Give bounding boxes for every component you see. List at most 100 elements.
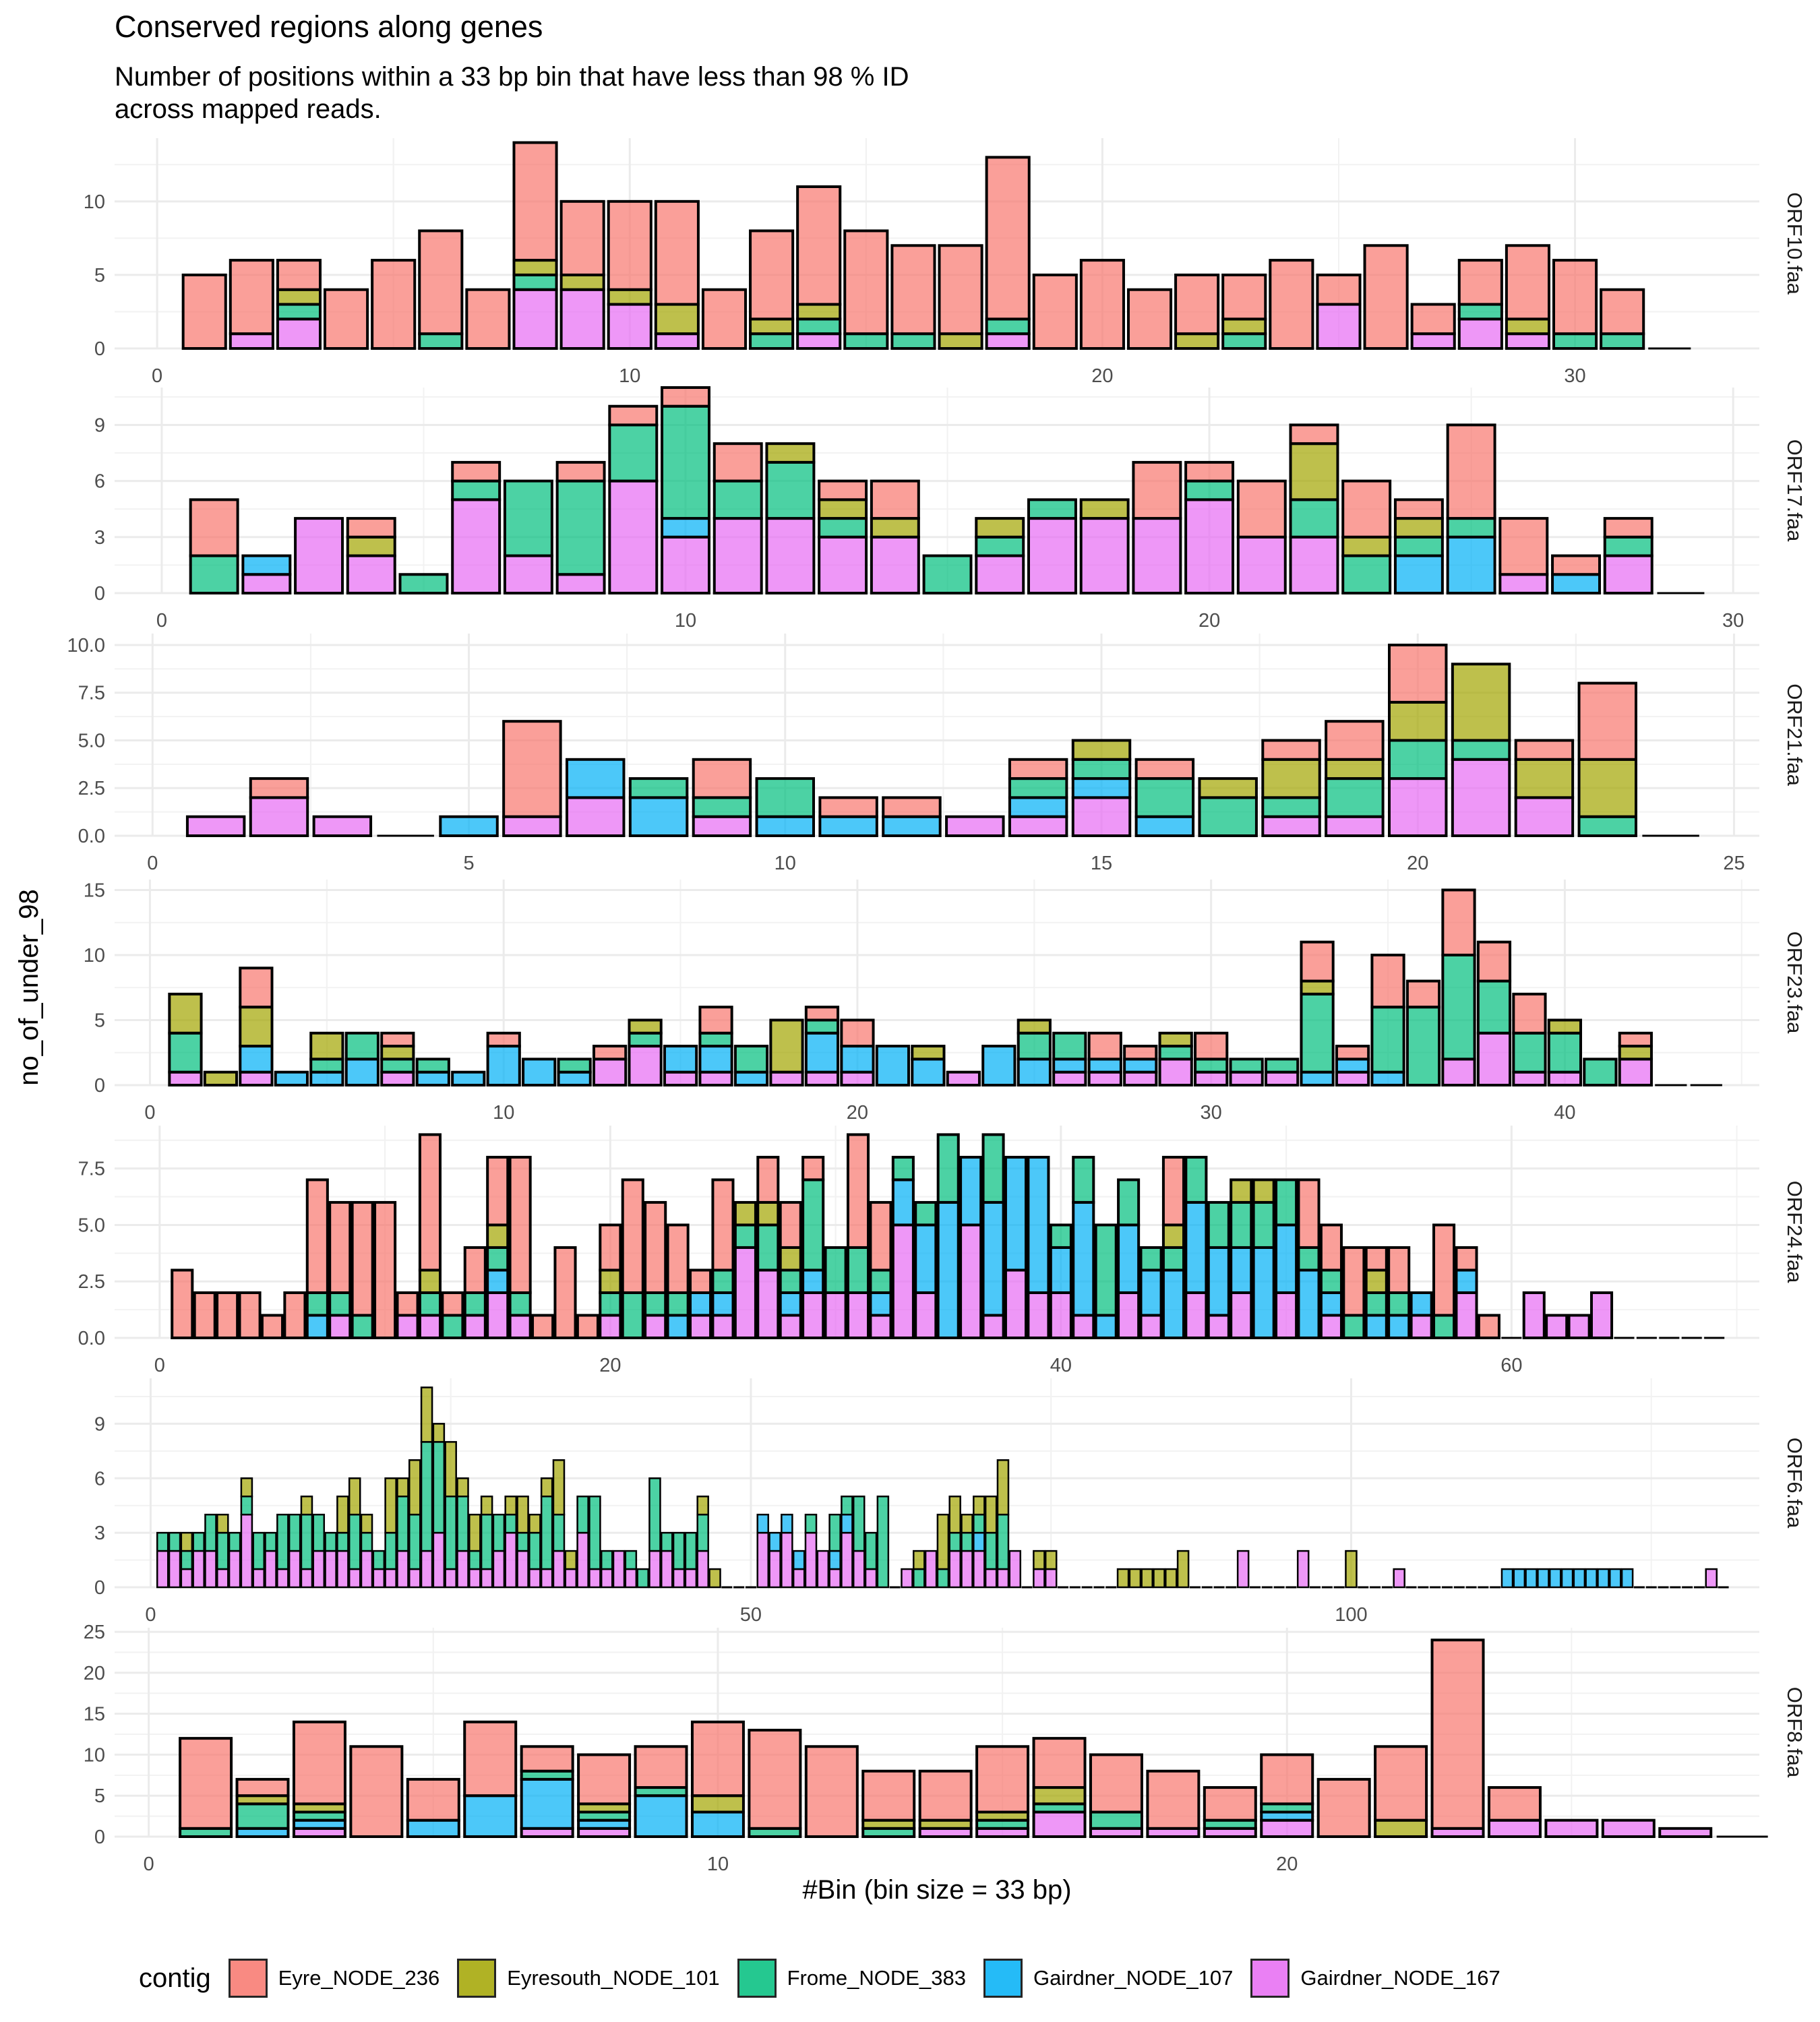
bar-segment bbox=[468, 1568, 481, 1589]
bar-segment bbox=[451, 460, 502, 483]
bar-segment bbox=[1457, 303, 1503, 321]
y-tick-label: 0 bbox=[94, 1577, 105, 1599]
bar-segment bbox=[636, 1568, 649, 1589]
bar-segment bbox=[818, 815, 878, 838]
bar-segment bbox=[654, 200, 700, 306]
bar-segment bbox=[252, 1568, 265, 1589]
bar-segment bbox=[628, 1031, 663, 1048]
bar-segment bbox=[1153, 1568, 1165, 1589]
bar-segment bbox=[171, 1268, 194, 1340]
bar-segment bbox=[528, 1568, 541, 1589]
bar-segment bbox=[869, 1291, 892, 1317]
bar-segment bbox=[975, 1745, 1030, 1814]
bar-segment bbox=[756, 1200, 780, 1227]
x-tick-label: 60 bbox=[1500, 1355, 1522, 1376]
legend-label: Gairdner_NODE_107 bbox=[1033, 1966, 1234, 1990]
bar-segment bbox=[516, 1531, 529, 1552]
bar-segment bbox=[861, 1769, 916, 1822]
bar-segment bbox=[1230, 1291, 1253, 1340]
bar-segment bbox=[1275, 1291, 1298, 1340]
bar-segment bbox=[1441, 1058, 1476, 1087]
bar-segment bbox=[711, 1178, 735, 1272]
bar-segment bbox=[360, 1513, 373, 1534]
x-tick-label: 15 bbox=[1091, 853, 1112, 874]
bar-segment bbox=[1316, 273, 1362, 306]
x-tick-label: 30 bbox=[1201, 1102, 1222, 1124]
bar-segment bbox=[324, 288, 369, 350]
bar-segment bbox=[765, 442, 816, 464]
bar-segment bbox=[1345, 1550, 1358, 1589]
y-tick-label: 6 bbox=[94, 471, 105, 493]
bar-segment bbox=[948, 1550, 961, 1589]
bar-segment bbox=[1432, 1223, 1456, 1317]
bar-segment bbox=[1184, 1155, 1208, 1204]
bar-segment bbox=[1300, 940, 1335, 983]
bar-segment bbox=[336, 1531, 349, 1552]
bar-segment bbox=[239, 1045, 274, 1074]
bar-segment bbox=[1141, 1568, 1153, 1589]
bar-segment bbox=[528, 1531, 541, 1570]
bar-segment bbox=[415, 1058, 450, 1074]
bar-segment bbox=[185, 815, 246, 838]
bar-segment bbox=[701, 288, 748, 350]
bar-segment bbox=[204, 1550, 217, 1589]
bar-segment bbox=[973, 1495, 985, 1516]
bar-segment bbox=[396, 1495, 409, 1552]
bar-segment bbox=[749, 317, 795, 336]
bar-segment bbox=[1071, 739, 1132, 761]
bar-segment bbox=[276, 259, 322, 291]
y-tick-label: 2.5 bbox=[78, 1271, 105, 1293]
bar-segment bbox=[1230, 1178, 1253, 1204]
bar-segment bbox=[1319, 1268, 1343, 1294]
bar-segment bbox=[1117, 1178, 1141, 1227]
bar-segment bbox=[1335, 1058, 1370, 1074]
bar-segment bbox=[1364, 1314, 1388, 1340]
x-tick-label: 50 bbox=[740, 1604, 762, 1626]
bar-segment bbox=[796, 332, 842, 350]
bar-segment bbox=[1387, 1291, 1411, 1317]
y-tick-label: 10 bbox=[84, 945, 105, 967]
bar-segment bbox=[1017, 1018, 1052, 1035]
bar-segment bbox=[235, 1777, 290, 1798]
bar-segment bbox=[913, 1550, 926, 1570]
bar-segment bbox=[555, 460, 606, 483]
bar-segment bbox=[181, 273, 227, 350]
bar-segment bbox=[288, 1513, 301, 1552]
bar-segment bbox=[1457, 317, 1503, 350]
bar-segment bbox=[1547, 1018, 1583, 1035]
y-tick-label: 6 bbox=[94, 1468, 105, 1490]
bar-segment bbox=[1325, 815, 1385, 838]
bar-segment bbox=[959, 1155, 983, 1227]
bar-segment bbox=[1551, 554, 1601, 576]
bar-segment bbox=[1027, 517, 1077, 594]
bar-segment bbox=[372, 1568, 386, 1589]
bar-segment bbox=[1087, 1070, 1122, 1086]
bar-segment bbox=[961, 1550, 973, 1589]
bar-segment bbox=[276, 1513, 289, 1570]
x-tick-label: 10 bbox=[775, 853, 796, 874]
facet-strip-label: ORF24.faa bbox=[1783, 1181, 1807, 1283]
bar-segment bbox=[396, 1314, 419, 1340]
facet-panel: 0 10 20 30 0 5 10 ORF10.faa bbox=[84, 138, 1807, 387]
y-tick-label: 0 bbox=[94, 1827, 105, 1848]
bar-segment bbox=[913, 1568, 926, 1589]
bar-segment bbox=[1589, 1291, 1614, 1340]
bar-segment bbox=[846, 1133, 870, 1249]
bar-segment bbox=[1618, 1058, 1653, 1087]
bar-segment bbox=[1512, 992, 1547, 1035]
bar-segment bbox=[180, 1568, 193, 1589]
bar-segment bbox=[276, 317, 322, 350]
bar-segment bbox=[733, 1070, 769, 1086]
bar-segment bbox=[936, 1133, 960, 1204]
bar-segment bbox=[599, 1268, 622, 1294]
bar-segment bbox=[864, 1531, 878, 1570]
bar-segment bbox=[564, 1550, 578, 1570]
bar-segment bbox=[1476, 979, 1512, 1035]
bar-segment bbox=[804, 1531, 818, 1589]
bar-segment bbox=[1194, 1058, 1229, 1074]
bar-segment bbox=[577, 1753, 632, 1806]
bar-segment bbox=[1229, 1070, 1264, 1086]
bar-segment bbox=[168, 1031, 203, 1074]
bar-segment bbox=[274, 1070, 309, 1086]
bar-segment bbox=[936, 1568, 950, 1589]
